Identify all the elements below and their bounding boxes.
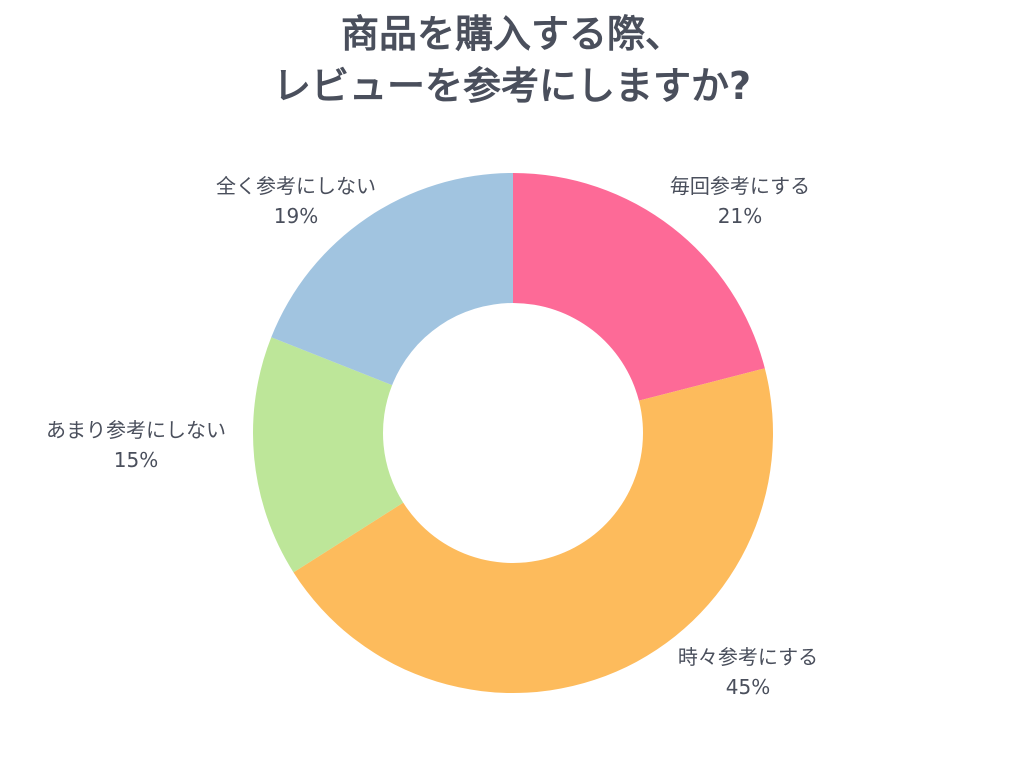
- chart-title-line-2: レビューを参考にしますか?: [272, 64, 752, 108]
- chart-title-line-1: 商品を購入する際、: [340, 12, 683, 56]
- slice-value-label-2: 45%: [726, 675, 770, 699]
- chart-title: 商品を購入する際、 レビューを参考にしますか?: [0, 8, 1024, 112]
- slice-value-label-4: 19%: [274, 204, 318, 228]
- donut-slice-4: [271, 173, 513, 386]
- slice-category-label-3: あまり参考にしない: [46, 418, 226, 442]
- donut-slice-3: [253, 337, 404, 573]
- slice-value-label-3: 15%: [114, 448, 158, 472]
- donut-slice-1: [513, 173, 765, 401]
- donut-slice-2: [293, 368, 773, 693]
- slice-value-label-1: 21%: [718, 204, 762, 228]
- slice-category-label-2: 時々参考にする: [678, 645, 818, 669]
- slice-category-label-1: 毎回参考にする: [670, 174, 810, 198]
- slice-category-label-4: 全く参考にしない: [216, 174, 376, 198]
